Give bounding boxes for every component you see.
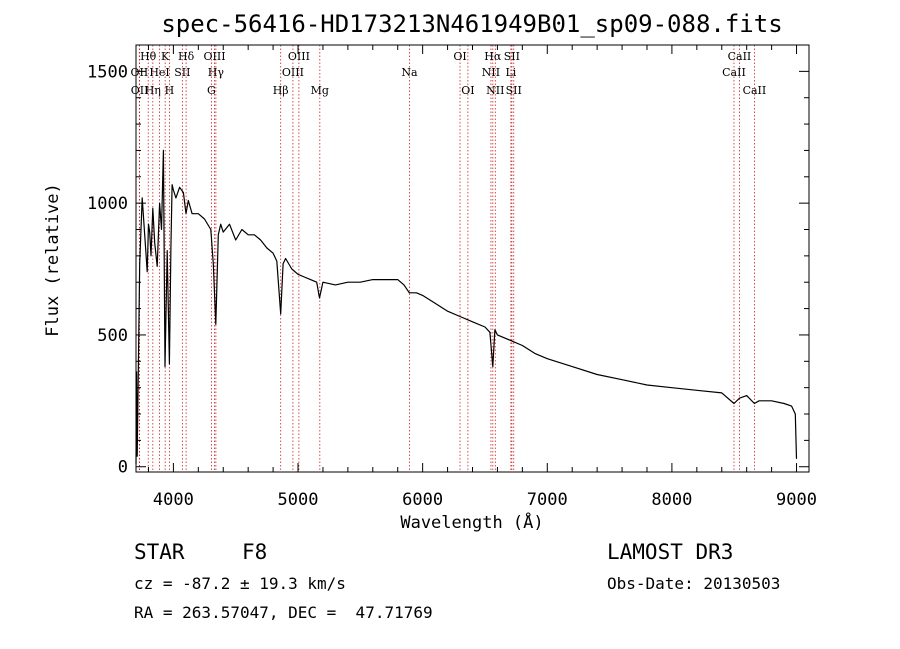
x-tick-label-5: 9000 [776,490,817,510]
spectral-line-markers [138,45,755,472]
y-tick-label-2: 1000 [87,194,128,214]
y-tick-label-1: 500 [97,326,128,346]
spectrum-series-line [135,149,798,465]
x-axis-label: Wavelength (Å) [400,511,543,533]
line-label-17: OI [453,50,466,63]
object-class: STAR [134,540,185,564]
line-label-14: OIII [288,50,310,63]
line-label-25: CaII [722,66,746,79]
line-label-24: SII [506,84,522,97]
line-label-3: Hη [145,84,161,97]
line-label-22: SII [504,50,520,63]
line-label-18: OI [461,84,474,97]
line-label-21: NII [486,84,504,97]
axis-tick-labels: 4000 5000 6000 7000 8000 9000 0 500 1000 1500 [87,62,817,510]
line-label-13: OIII [282,66,304,79]
line-label-7: SII [174,66,190,79]
line-label-19: NII [482,66,500,79]
redshift-cz: cz = -87.2 ± 19.3 km/s [134,574,346,593]
line-label-26: CaII [728,50,752,63]
x-tick-label-0: 4000 [153,490,194,510]
y-axis-label: Flux (relative) [43,183,63,337]
x-tick-label-4: 8000 [651,490,692,510]
line-label-1: OII [131,84,149,97]
survey-name: LAMOST DR3 [607,540,734,564]
x-tick-label-1: 5000 [278,490,319,510]
line-label-23: Li [505,66,516,79]
line-label-9: G [207,84,216,97]
chart-title: spec-56416-HD173213N461949B01_sp09-088.f… [161,10,782,38]
line-label-27: CaII [743,84,767,97]
line-label-2: Hθ [140,50,157,63]
line-label-4: HeI [149,66,169,79]
object-subclass: F8 [242,540,268,564]
line-label-8: Hδ [178,50,195,63]
line-label-6: H [165,84,175,97]
line-label-12: Hβ [273,84,289,97]
x-tick-label-2: 6000 [402,490,443,510]
line-label-20: Hα [484,50,502,63]
y-tick-label-0: 0 [118,458,128,478]
line-label-10: OIII [203,50,225,63]
line-label-15: Mg [311,84,329,97]
line-label-5: K [161,50,170,63]
coordinates: RA = 263.57047, DEC = 47.71769 [134,603,433,622]
line-label-11: Hγ [208,66,225,79]
axis-ticks [136,44,809,472]
observation-date: Obs-Date: 20130503 [607,574,781,593]
y-tick-label-3: 1500 [87,62,128,82]
spectral-line-labels: OII OII Hθ Hη HeI K H SII Hδ G OIII Hγ Hβ OIII OIII Mg N… [131,50,767,97]
plot-frame [135,44,810,473]
line-label-0: OII [131,66,149,79]
x-tick-label-3: 7000 [527,490,568,510]
line-label-16: Na [401,66,418,79]
